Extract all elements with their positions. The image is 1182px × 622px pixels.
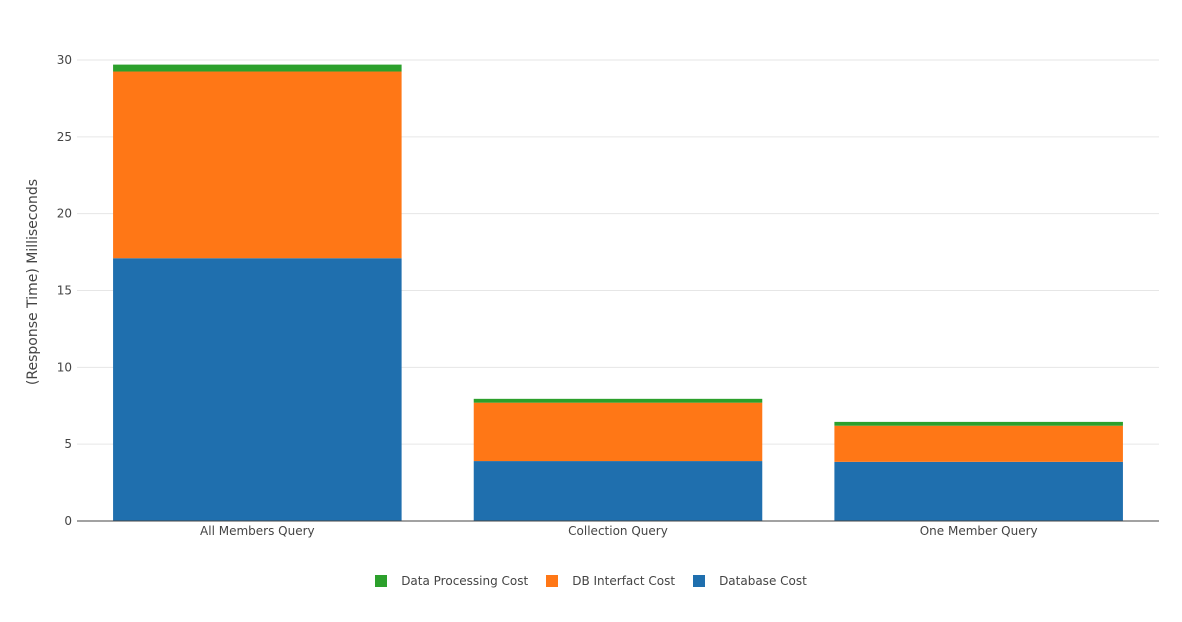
legend-item-data-processing-cost[interactable]: Data Processing Cost <box>375 574 528 588</box>
legend-item-database-cost[interactable]: Database Cost <box>693 574 807 588</box>
bars <box>113 64 1123 521</box>
y-tick-label: 25 <box>57 130 72 144</box>
legend-swatch <box>693 575 706 587</box>
y-tick-label: 5 <box>64 437 72 451</box>
bar-segment-db-interfact-cost[interactable] <box>473 402 763 462</box>
legend-swatch <box>375 575 388 587</box>
bar-segment-data-processing-cost[interactable] <box>113 64 402 72</box>
bar-segment-data-processing-cost[interactable] <box>834 421 1123 426</box>
y-axis-ticks: 0 5 10 15 20 25 30 <box>57 53 72 528</box>
bar-segment-data-processing-cost[interactable] <box>473 398 763 403</box>
y-tick-label: 30 <box>57 53 72 67</box>
legend-label: Data Processing Cost <box>401 574 529 588</box>
legend: Data Processing Cost DB Interfact Cost D… <box>0 574 1182 588</box>
y-tick-label: 0 <box>64 514 72 528</box>
x-tick-label: Collection Query <box>568 524 668 538</box>
x-tick-label: One Member Query <box>920 524 1038 538</box>
x-tick-label: All Members Query <box>200 524 315 538</box>
legend-item-db-interfact-cost[interactable]: DB Interfact Cost <box>546 574 675 588</box>
x-axis-ticks: All Members Query Collection Query One Mem… <box>200 524 1038 538</box>
bar-segment-database-cost[interactable] <box>834 461 1123 521</box>
legend-label: DB Interfact Cost <box>572 574 676 588</box>
y-tick-label: 15 <box>57 284 72 298</box>
y-tick-label: 20 <box>57 207 72 221</box>
legend-swatch <box>546 575 559 587</box>
bar-segment-database-cost[interactable] <box>473 461 763 521</box>
y-tick-label: 10 <box>57 360 72 374</box>
legend-label: Database Cost <box>719 574 807 588</box>
bar-segment-db-interfact-cost[interactable] <box>113 71 402 259</box>
bar-segment-db-interfact-cost[interactable] <box>834 425 1123 462</box>
bar-segment-database-cost[interactable] <box>113 258 402 521</box>
y-axis-label: (Response Time) Milliseconds <box>25 179 41 385</box>
